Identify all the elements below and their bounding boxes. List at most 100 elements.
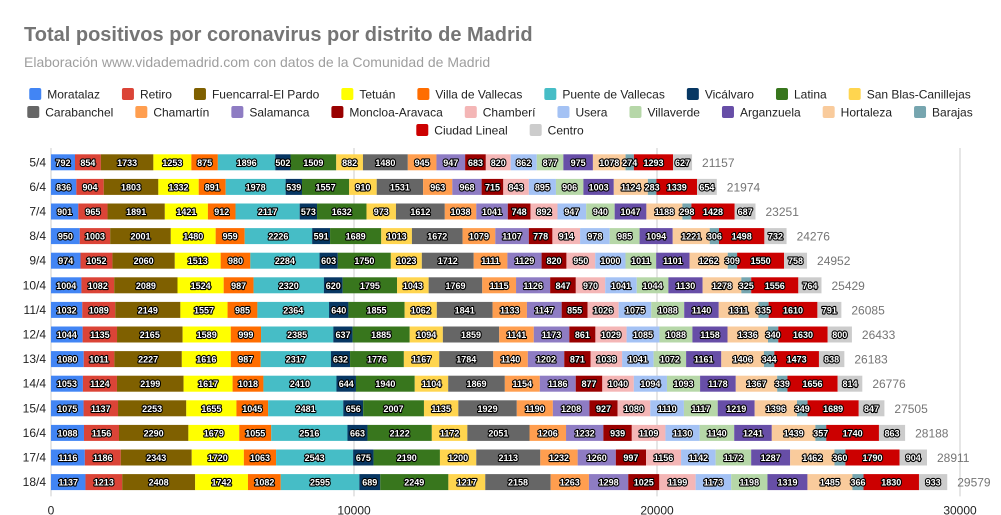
bar-segment[interactable] (414, 375, 449, 392)
bar-segment[interactable] (583, 178, 614, 195)
bar-segment[interactable] (633, 154, 674, 171)
bar-segment[interactable] (217, 154, 276, 171)
bar-segment[interactable] (82, 375, 117, 392)
bar-segment[interactable] (448, 474, 486, 491)
bar-segment[interactable] (807, 400, 859, 417)
bar-segment[interactable] (763, 351, 775, 368)
bar-segment[interactable] (605, 277, 637, 294)
bar-segment[interactable] (373, 449, 440, 466)
bar-segment[interactable] (626, 326, 660, 343)
bar-segment[interactable] (84, 449, 121, 466)
bar-segment[interactable] (51, 375, 83, 392)
bar-segment[interactable] (715, 449, 752, 466)
bar-segment[interactable] (709, 228, 719, 245)
bar-segment[interactable] (575, 277, 606, 294)
bar-segment[interactable] (122, 474, 196, 491)
legend-swatch[interactable] (529, 124, 542, 136)
bar-segment[interactable] (665, 424, 700, 441)
bar-segment[interactable] (276, 449, 354, 466)
bar-segment[interactable] (550, 474, 589, 491)
bar-segment[interactable] (198, 178, 226, 195)
legend-swatch[interactable] (417, 88, 430, 100)
bar-segment[interactable] (526, 301, 562, 318)
legend-swatch[interactable] (848, 88, 861, 100)
bar-segment[interactable] (299, 203, 318, 220)
bar-segment[interactable] (362, 154, 408, 171)
bar-segment[interactable] (656, 252, 690, 269)
bar-segment[interactable] (631, 424, 666, 441)
bar-segment[interactable] (376, 178, 424, 195)
legend-swatch[interactable] (135, 106, 148, 118)
bar-segment[interactable] (439, 351, 494, 368)
bar-segment[interactable] (695, 474, 732, 491)
legend-swatch[interactable] (193, 88, 206, 100)
legend-swatch[interactable] (686, 88, 699, 100)
bar-segment[interactable] (476, 449, 541, 466)
bar-segment[interactable] (778, 326, 828, 343)
bar-segment[interactable] (355, 375, 415, 392)
bar-segment[interactable] (653, 351, 687, 368)
bar-segment[interactable] (80, 252, 113, 269)
bar-segment[interactable] (352, 326, 410, 343)
bar-segment[interactable] (51, 424, 84, 441)
bar-segment[interactable] (118, 424, 189, 441)
bar-segment[interactable] (529, 424, 567, 441)
bar-segment[interactable] (787, 375, 838, 392)
legend-swatch[interactable] (822, 106, 835, 118)
bar-segment[interactable] (625, 252, 657, 269)
bar-segment[interactable] (51, 277, 82, 294)
bar-segment[interactable] (247, 474, 281, 491)
bar-segment[interactable] (51, 301, 83, 318)
bar-segment[interactable] (784, 252, 808, 269)
bar-segment[interactable] (349, 178, 377, 195)
bar-segment[interactable] (359, 474, 381, 491)
bar-segment[interactable] (436, 154, 466, 171)
bar-segment[interactable] (261, 326, 334, 343)
bar-segment[interactable] (758, 301, 769, 318)
bar-segment[interactable] (569, 326, 596, 343)
legend-swatch[interactable] (721, 106, 734, 118)
bar-segment[interactable] (646, 449, 682, 466)
bar-segment[interactable] (174, 252, 221, 269)
bar-segment[interactable] (516, 277, 551, 294)
bar-segment[interactable] (564, 351, 591, 368)
bar-segment[interactable] (699, 424, 735, 441)
bar-segment[interactable] (436, 301, 493, 318)
bar-segment[interactable] (404, 301, 437, 318)
bar-segment[interactable] (390, 252, 422, 269)
bar-segment[interactable] (107, 203, 165, 220)
bar-segment[interactable] (177, 277, 224, 294)
bar-segment[interactable] (774, 351, 819, 368)
bar-segment[interactable] (815, 424, 827, 441)
bar-segment[interactable] (592, 154, 626, 171)
bar-segment[interactable] (628, 474, 660, 491)
bar-segment[interactable] (103, 178, 159, 195)
legend-swatch[interactable] (29, 88, 42, 100)
bar-segment[interactable] (452, 178, 482, 195)
bar-segment[interactable] (639, 228, 673, 245)
bar-segment[interactable] (818, 351, 845, 368)
bar-segment[interactable] (735, 375, 778, 392)
bar-segment[interactable] (557, 203, 587, 220)
legend-swatch[interactable] (331, 106, 344, 118)
bar-segment[interactable] (323, 277, 343, 294)
bar-segment[interactable] (541, 252, 567, 269)
bar-segment[interactable] (673, 154, 693, 171)
bar-segment[interactable] (448, 375, 505, 392)
bar-segment[interactable] (330, 351, 351, 368)
bar-segment[interactable] (260, 351, 331, 368)
bar-segment[interactable] (51, 326, 83, 343)
bar-segment[interactable] (718, 301, 759, 318)
bar-segment[interactable] (530, 203, 558, 220)
bar-segment[interactable] (188, 424, 240, 441)
bar-segment[interactable] (51, 178, 77, 195)
bar-segment[interactable] (827, 326, 852, 343)
bar-segment[interactable] (717, 400, 755, 417)
bar-segment[interactable] (625, 154, 634, 171)
bar-segment[interactable] (236, 400, 269, 417)
bar-segment[interactable] (76, 178, 104, 195)
bar-segment[interactable] (51, 228, 80, 245)
bar-segment[interactable] (622, 351, 654, 368)
bar-segment[interactable] (503, 178, 529, 195)
bar-segment[interactable] (409, 326, 443, 343)
